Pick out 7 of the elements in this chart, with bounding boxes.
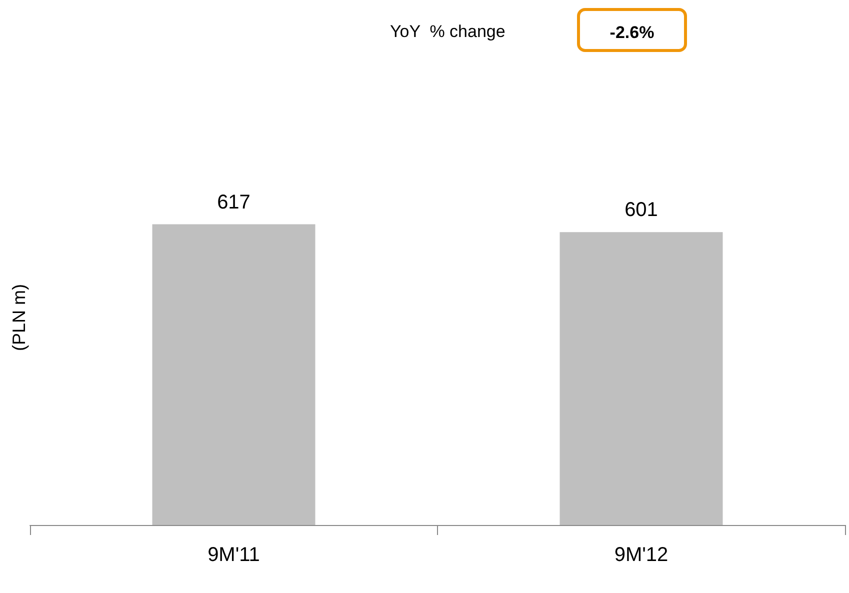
data-label: 601 (624, 199, 658, 222)
text: YoY % change (390, 22, 506, 42)
data-label: 617 (217, 191, 250, 214)
x-tick-label: 9M'11 (208, 544, 260, 566)
text: -2.6% (577, 8, 687, 52)
y-axis-title: (PLN m) (9, 284, 29, 351)
x-tick-label: 9M'12 (614, 544, 668, 566)
